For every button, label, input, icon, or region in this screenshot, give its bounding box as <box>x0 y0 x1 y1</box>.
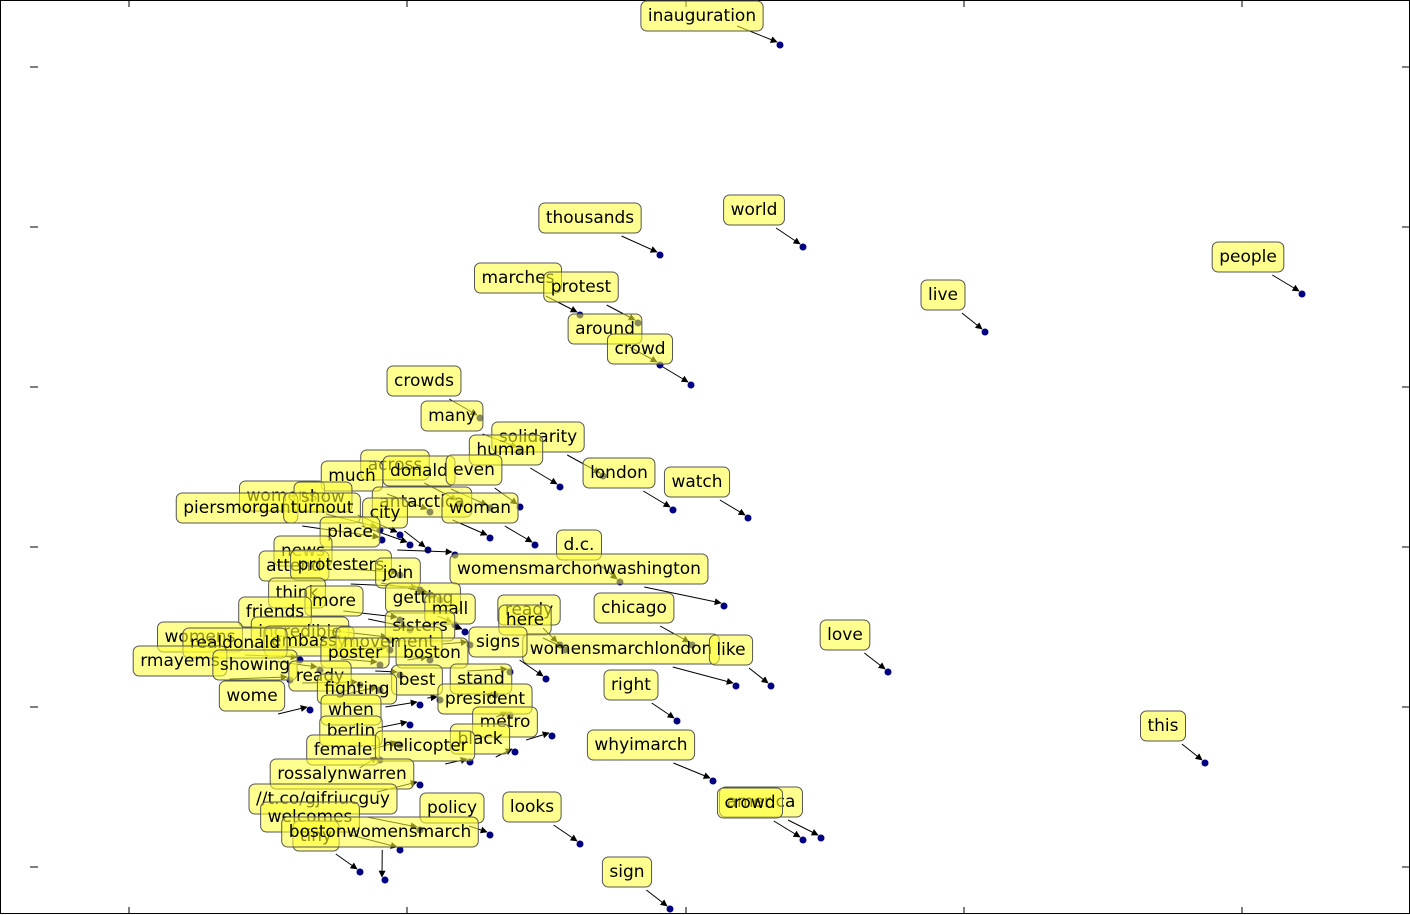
data-point <box>557 484 564 491</box>
data-point <box>417 782 424 789</box>
point-label: thousands <box>546 208 634 228</box>
data-point <box>532 542 539 549</box>
point-label: this <box>1147 716 1178 736</box>
point-label: helicopter <box>382 736 467 756</box>
point-label: love <box>827 625 863 645</box>
point-label: sign <box>609 862 644 882</box>
point-label: showing <box>220 655 290 675</box>
point-label: right <box>611 675 651 695</box>
data-point <box>818 835 825 842</box>
point-label: d.c. <box>564 535 595 555</box>
data-point <box>1299 291 1306 298</box>
data-point <box>800 837 807 844</box>
data-point <box>800 244 807 251</box>
point-label: signs <box>476 632 520 652</box>
point-label: chicago <box>601 598 667 618</box>
point-label: watch <box>671 472 722 492</box>
data-point <box>982 329 989 336</box>
data-point <box>307 707 314 714</box>
data-point <box>462 629 469 636</box>
point-label: bostonwomensmarch <box>289 822 472 842</box>
point-label: crowds <box>394 371 454 391</box>
data-point <box>745 515 752 522</box>
data-point <box>425 547 432 554</box>
data-point <box>397 847 404 854</box>
point-label: live <box>928 285 958 305</box>
data-point <box>487 832 494 839</box>
data-point <box>407 722 414 729</box>
point-label: crowd <box>614 339 665 359</box>
point-label: like <box>716 640 745 660</box>
data-point <box>688 382 695 389</box>
point-label: woman <box>449 498 511 518</box>
data-point <box>733 683 740 690</box>
point-label: place <box>327 522 373 542</box>
point-label: wome <box>226 686 277 706</box>
data-point <box>382 877 389 884</box>
point-label: people <box>1219 247 1277 267</box>
data-point <box>1202 760 1209 767</box>
point-label: whyimarch <box>594 735 687 755</box>
point-label: best <box>399 670 436 690</box>
point-label: president <box>445 689 525 709</box>
data-point <box>577 841 584 848</box>
data-point <box>710 778 717 785</box>
data-point <box>512 749 519 756</box>
data-point <box>777 42 784 49</box>
point-label: join <box>382 563 414 583</box>
point-label: looks <box>510 797 554 817</box>
point-label: london <box>590 463 648 483</box>
point-label: rossalynwarren <box>277 764 407 784</box>
data-point <box>667 906 674 913</box>
point-label: turnout <box>291 498 354 518</box>
point-label: piersmorgan <box>183 498 290 518</box>
point-label: female <box>314 740 373 760</box>
point-label: womensmarchlondon <box>530 639 713 659</box>
data-point <box>674 718 681 725</box>
point-label: rmayems <box>140 651 220 671</box>
data-point <box>885 669 892 676</box>
point-label: donald <box>390 461 448 481</box>
data-point <box>543 676 550 683</box>
point-label: many <box>428 406 476 426</box>
point-label: inauguration <box>648 6 756 26</box>
point-label: protest <box>551 277 612 297</box>
point-label: more <box>312 591 356 611</box>
data-point <box>357 869 364 876</box>
point-label: womensmarchonwashington <box>457 559 701 579</box>
data-point <box>657 252 664 259</box>
data-point <box>549 733 556 740</box>
data-point <box>397 532 404 539</box>
point-label: world <box>731 200 778 220</box>
data-point <box>407 542 414 549</box>
point-label: even <box>453 460 495 480</box>
data-point <box>768 683 775 690</box>
point-label: protesters <box>298 555 385 575</box>
point-label: poster <box>328 643 382 663</box>
data-point <box>417 702 424 709</box>
data-point <box>670 507 677 514</box>
point-label: boston <box>403 643 461 663</box>
data-point <box>721 603 728 610</box>
point-label: crowd <box>724 793 775 813</box>
data-point <box>487 535 494 542</box>
point-label: policy <box>427 798 477 818</box>
